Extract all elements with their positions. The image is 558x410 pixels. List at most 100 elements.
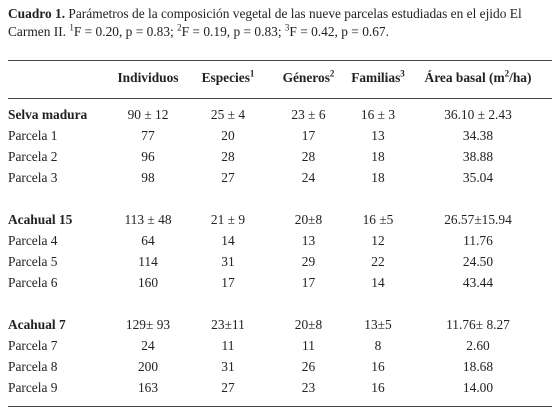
table-cell: 16 [371, 359, 385, 374]
table-cell: 12 [371, 233, 385, 248]
row-label: Selva madura [8, 107, 88, 122]
table-cell: 28 [301, 149, 316, 164]
table-cell: 29 [301, 254, 316, 269]
table-cell: 113 ± 48 [124, 212, 172, 227]
table-cell: 96 [141, 149, 155, 164]
table-cell: 20 [221, 128, 235, 143]
table-caption: Cuadro 1. Parámetros de la composición v… [8, 5, 553, 41]
table-row: Parcela 8 200 31 26 16 18.68 [8, 357, 552, 377]
table-cell: 26 [301, 359, 316, 374]
table-cell: 26.57±15.94 [444, 212, 512, 227]
table-cell: 20±8 [294, 317, 323, 332]
table-cell: 16 ±5 [362, 212, 394, 227]
table-row: Parcela 5 114 31 29 22 24.50 [8, 252, 552, 272]
row-label: Parcela 4 [8, 233, 58, 248]
table-cell: 160 [137, 275, 159, 290]
caption-sup-1: 1 [69, 22, 74, 33]
table-row: Parcela 2 96 28 28 18 38.88 [8, 147, 552, 167]
row-label: Acahual 15 [8, 212, 73, 227]
table-cell: 35.04 [462, 170, 494, 185]
caption-stat-2: F = 0.19, p = 0.83; [181, 24, 285, 39]
header-especies: Especies1 [201, 68, 255, 85]
table-cell: 14 [221, 233, 235, 248]
row-label: Parcela 5 [8, 254, 58, 269]
table-cell: 11 [221, 338, 235, 353]
table-cell: 16 ± 3 [360, 107, 396, 122]
row-label: Parcela 7 [8, 338, 58, 353]
table-cell: 64 [141, 233, 155, 248]
header-generos: Géneros2 [282, 68, 335, 85]
table-cell: 24.50 [462, 254, 494, 269]
table-cell: 11.76± 8.27 [446, 317, 510, 332]
table-cell: 90 ± 12 [127, 107, 169, 122]
table-cell: 43.44 [462, 275, 494, 290]
row-label: Parcela 3 [8, 170, 58, 185]
row-label: Acahual 7 [8, 317, 66, 332]
table-cell: 13 [371, 128, 385, 143]
table-cell: 38.88 [462, 149, 494, 164]
table-cell: 11.76 [463, 233, 493, 248]
row-label: Parcela 2 [8, 149, 58, 164]
header-familias: Familias3 [351, 68, 405, 85]
table-cell: 2.60 [466, 338, 490, 353]
table-cell: 23 ± 6 [291, 107, 326, 122]
table-cell: 17 [221, 275, 235, 290]
row-label: Parcela 8 [8, 359, 58, 374]
caption-sup-2: 2 [177, 22, 182, 33]
table-cell: 16 [371, 380, 385, 395]
row-label: Parcela 6 [8, 275, 58, 290]
table-cell: 23 [301, 380, 316, 395]
caption-stat-1: F = 0.20, p = 0.83; [73, 24, 178, 39]
table-cell: 14.00 [462, 380, 494, 395]
table-cell: 22 [371, 254, 385, 269]
table-cell: 34.38 [462, 128, 494, 143]
table-cell: 31 [221, 359, 235, 374]
group-row: Selva madura 90 ± 12 25 ± 4 23 ± 6 16 ± 3 36.… [8, 105, 552, 125]
table-row: Parcela 7 24 11 11 8 2.60 [8, 336, 552, 356]
table-row: Parcela 4 64 14 13 12 11.76 [8, 231, 552, 251]
table-cell: 163 [137, 380, 159, 395]
top-rule [8, 60, 552, 61]
header-area-basal: Área basal (m2/ha) [424, 68, 532, 85]
table-cell: 114 [138, 254, 158, 269]
table-cell: 13±5 [364, 317, 392, 332]
bottom-rule [8, 406, 552, 407]
table-cell: 200 [137, 359, 159, 374]
table-cell: 24 [141, 338, 155, 353]
table-cell: 129± 93 [125, 317, 171, 332]
table-cell: 18.68 [462, 359, 494, 374]
table-row: Parcela 9 163 27 23 16 14.00 [8, 378, 552, 398]
row-label: Parcela 9 [8, 380, 58, 395]
table-cell: 20±8 [294, 212, 323, 227]
table-cell: 24 [301, 170, 316, 185]
table-cell: 28 [221, 149, 235, 164]
table-row: Parcela 3 98 27 24 18 35.04 [8, 168, 552, 188]
table-cell: 18 [371, 170, 385, 185]
header-individuos: Individuos [117, 70, 179, 85]
table-cell: 18 [371, 149, 385, 164]
table-header: Individuos Especies1 Géneros2 Familias3 … [8, 68, 552, 88]
table-cell: 17 [301, 128, 316, 143]
table-cell: 36.10 ± 2.43 [444, 107, 512, 122]
table-cell: 23±11 [211, 317, 245, 332]
table-cell: 17 [301, 275, 316, 290]
table-cell: 21 ± 9 [210, 212, 246, 227]
row-label: Parcela 1 [8, 128, 58, 143]
group-row: Acahual 15 113 ± 48 21 ± 9 20±8 16 ±5 26.57±1… [8, 210, 552, 230]
table-row: Parcela 1 77 20 17 13 34.38 [8, 126, 552, 146]
caption-label: Cuadro 1. [8, 6, 66, 21]
table-cell: 27 [221, 170, 235, 185]
caption-sup-3: 3 [284, 22, 290, 33]
caption-stat-3: F = 0.42, p = 0.67. [289, 24, 389, 39]
table-cell: 77 [141, 128, 155, 143]
table-cell: 31 [221, 254, 235, 269]
table-cell: 27 [221, 380, 235, 395]
table-cell: 8 [374, 338, 382, 353]
table-cell: 98 [141, 170, 155, 185]
caption-text: Parámetros de la composición vegetal de … [8, 6, 522, 39]
table-cell: 25 ± 4 [210, 107, 246, 122]
table-cell: 11 [302, 338, 315, 353]
group-row: Acahual 7 129± 93 23±11 20±8 13±5 11.76± 8.27 [8, 315, 552, 335]
table-row: Parcela 6 160 17 17 14 43.44 [8, 273, 552, 293]
table-cell: 13 [301, 233, 316, 248]
